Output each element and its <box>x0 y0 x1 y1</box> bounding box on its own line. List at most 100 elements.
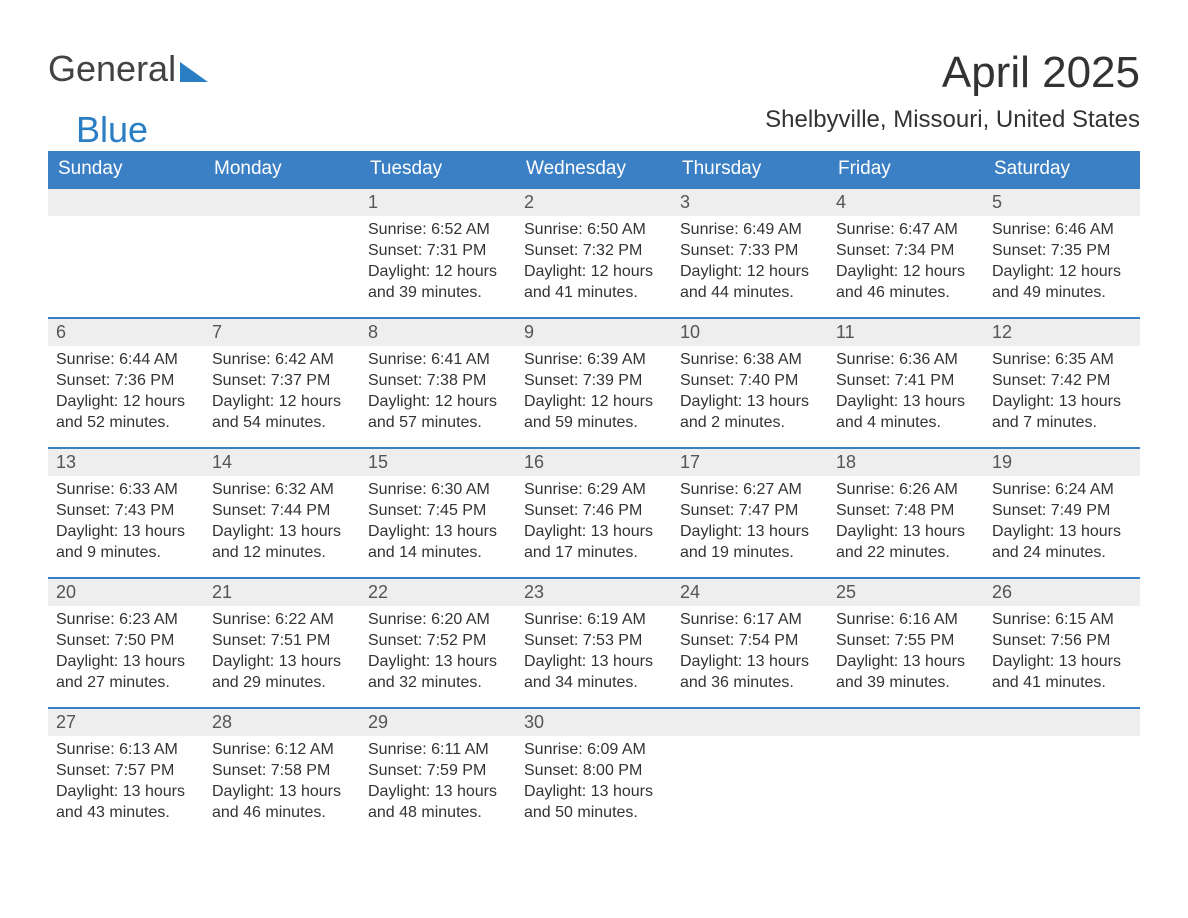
day-number: 14 <box>204 449 360 476</box>
sunrise-text: Sunrise: 6:11 AM <box>368 740 508 761</box>
sunset-text: Sunset: 7:54 PM <box>680 631 820 652</box>
calendar-grid: Sunday Monday Tuesday Wednesday Thursday… <box>48 151 1140 837</box>
day-number: 6 <box>48 319 204 346</box>
day-details: Sunrise: 6:49 AMSunset: 7:33 PMDaylight:… <box>672 216 828 311</box>
calendar-cell: 24Sunrise: 6:17 AMSunset: 7:54 PMDayligh… <box>672 579 828 707</box>
calendar-cell: 13Sunrise: 6:33 AMSunset: 7:43 PMDayligh… <box>48 449 204 577</box>
calendar-cell: 5Sunrise: 6:46 AMSunset: 7:35 PMDaylight… <box>984 189 1140 317</box>
day-details: Sunrise: 6:38 AMSunset: 7:40 PMDaylight:… <box>672 346 828 441</box>
sunset-text: Sunset: 7:47 PM <box>680 501 820 522</box>
daylight-text: Daylight: 12 hours and 41 minutes. <box>524 262 664 304</box>
day-number: 4 <box>828 189 984 216</box>
day-details: Sunrise: 6:15 AMSunset: 7:56 PMDaylight:… <box>984 606 1140 701</box>
daylight-text: Daylight: 13 hours and 19 minutes. <box>680 522 820 564</box>
sunset-text: Sunset: 7:57 PM <box>56 761 196 782</box>
calendar-page: General Blue April 2025 Shelbyville, Mis… <box>0 0 1188 867</box>
calendar-cell: 30Sunrise: 6:09 AMSunset: 8:00 PMDayligh… <box>516 709 672 837</box>
sunrise-text: Sunrise: 6:50 AM <box>524 220 664 241</box>
sunrise-text: Sunrise: 6:42 AM <box>212 350 352 371</box>
day-details: Sunrise: 6:32 AMSunset: 7:44 PMDaylight:… <box>204 476 360 571</box>
sunrise-text: Sunrise: 6:36 AM <box>836 350 976 371</box>
day-details: Sunrise: 6:36 AMSunset: 7:41 PMDaylight:… <box>828 346 984 441</box>
sunrise-text: Sunrise: 6:29 AM <box>524 480 664 501</box>
day-details: Sunrise: 6:17 AMSunset: 7:54 PMDaylight:… <box>672 606 828 701</box>
sunset-text: Sunset: 7:58 PM <box>212 761 352 782</box>
sunrise-text: Sunrise: 6:44 AM <box>56 350 196 371</box>
daylight-text: Daylight: 13 hours and 12 minutes. <box>212 522 352 564</box>
day-number: 9 <box>516 319 672 346</box>
calendar-week: 13Sunrise: 6:33 AMSunset: 7:43 PMDayligh… <box>48 447 1140 577</box>
day-number: 20 <box>48 579 204 606</box>
sunset-text: Sunset: 7:40 PM <box>680 371 820 392</box>
sunset-text: Sunset: 7:44 PM <box>212 501 352 522</box>
calendar-cell: 7Sunrise: 6:42 AMSunset: 7:37 PMDaylight… <box>204 319 360 447</box>
sunset-text: Sunset: 7:43 PM <box>56 501 196 522</box>
day-number: 15 <box>360 449 516 476</box>
sunset-text: Sunset: 7:32 PM <box>524 241 664 262</box>
day-details: Sunrise: 6:27 AMSunset: 7:47 PMDaylight:… <box>672 476 828 571</box>
day-details: Sunrise: 6:33 AMSunset: 7:43 PMDaylight:… <box>48 476 204 571</box>
daylight-text: Daylight: 13 hours and 2 minutes. <box>680 392 820 434</box>
sunrise-text: Sunrise: 6:47 AM <box>836 220 976 241</box>
day-number: 25 <box>828 579 984 606</box>
calendar-cell: 20Sunrise: 6:23 AMSunset: 7:50 PMDayligh… <box>48 579 204 707</box>
month-title: April 2025 <box>765 48 1140 98</box>
calendar-week: 6Sunrise: 6:44 AMSunset: 7:36 PMDaylight… <box>48 317 1140 447</box>
sunrise-text: Sunrise: 6:13 AM <box>56 740 196 761</box>
day-details: Sunrise: 6:29 AMSunset: 7:46 PMDaylight:… <box>516 476 672 571</box>
sunrise-text: Sunrise: 6:38 AM <box>680 350 820 371</box>
daylight-text: Daylight: 13 hours and 34 minutes. <box>524 652 664 694</box>
logo-text-blue: Blue <box>76 115 208 146</box>
calendar-cell: 8Sunrise: 6:41 AMSunset: 7:38 PMDaylight… <box>360 319 516 447</box>
daylight-text: Daylight: 13 hours and 7 minutes. <box>992 392 1132 434</box>
title-block: April 2025 Shelbyville, Missouri, United… <box>765 48 1140 144</box>
sunset-text: Sunset: 7:48 PM <box>836 501 976 522</box>
calendar-cell: 22Sunrise: 6:20 AMSunset: 7:52 PMDayligh… <box>360 579 516 707</box>
day-number: 27 <box>48 709 204 736</box>
day-details: Sunrise: 6:44 AMSunset: 7:36 PMDaylight:… <box>48 346 204 441</box>
daylight-text: Daylight: 13 hours and 17 minutes. <box>524 522 664 564</box>
sunrise-text: Sunrise: 6:19 AM <box>524 610 664 631</box>
sunset-text: Sunset: 7:45 PM <box>368 501 508 522</box>
daylight-text: Daylight: 13 hours and 24 minutes. <box>992 522 1132 564</box>
daylight-text: Daylight: 13 hours and 4 minutes. <box>836 392 976 434</box>
sunset-text: Sunset: 7:41 PM <box>836 371 976 392</box>
sunrise-text: Sunrise: 6:41 AM <box>368 350 508 371</box>
day-number: 18 <box>828 449 984 476</box>
day-number: 19 <box>984 449 1140 476</box>
daylight-text: Daylight: 12 hours and 57 minutes. <box>368 392 508 434</box>
day-number: 29 <box>360 709 516 736</box>
sunrise-text: Sunrise: 6:22 AM <box>212 610 352 631</box>
day-number: 17 <box>672 449 828 476</box>
day-details: Sunrise: 6:23 AMSunset: 7:50 PMDaylight:… <box>48 606 204 701</box>
sunrise-text: Sunrise: 6:12 AM <box>212 740 352 761</box>
sunrise-text: Sunrise: 6:24 AM <box>992 480 1132 501</box>
logo: General Blue <box>48 54 208 145</box>
day-number: 13 <box>48 449 204 476</box>
calendar-cell: 11Sunrise: 6:36 AMSunset: 7:41 PMDayligh… <box>828 319 984 447</box>
daylight-text: Daylight: 13 hours and 29 minutes. <box>212 652 352 694</box>
sunset-text: Sunset: 7:59 PM <box>368 761 508 782</box>
sunset-text: Sunset: 7:39 PM <box>524 371 664 392</box>
daylight-text: Daylight: 12 hours and 59 minutes. <box>524 392 664 434</box>
day-number: 16 <box>516 449 672 476</box>
calendar-week: 27 Sunrise: 6:13 AMSunset: 7:57 PM Dayligh… <box>48 707 1140 837</box>
calendar-cell: 10Sunrise: 6:38 AMSunset: 7:40 PMDayligh… <box>672 319 828 447</box>
day-details: Sunrise: 6:16 AMSunset: 7:55 PMDaylight:… <box>828 606 984 701</box>
daylight-text: Daylight: 13 hours and 39 minutes. <box>836 652 976 694</box>
calendar-cell: 17Sunrise: 6:27 AMSunset: 7:47 PMDayligh… <box>672 449 828 577</box>
daylight-text: Daylight: 13 hours and 46 minutes. <box>212 782 352 824</box>
day-details: Sunrise: 6:11 AMSunset: 7:59 PMDaylight:… <box>360 736 516 831</box>
sunrise-text: Sunrise: 6:23 AM <box>56 610 196 631</box>
calendar-header-row: Sunday Monday Tuesday Wednesday Thursday… <box>48 151 1140 187</box>
day-details: Sunrise: 6:42 AMSunset: 7:37 PMDaylight:… <box>204 346 360 441</box>
day-header: Thursday <box>672 151 828 187</box>
sunrise-text: Sunrise: 6:33 AM <box>56 480 196 501</box>
day-details: Sunrise: 6:22 AMSunset: 7:51 PMDaylight:… <box>204 606 360 701</box>
day-number: 1 <box>360 189 516 216</box>
day-details: Sunrise: 6:46 AMSunset: 7:35 PMDaylight:… <box>984 216 1140 311</box>
calendar-cell <box>984 709 1140 837</box>
calendar-cell: 4Sunrise: 6:47 AMSunset: 7:34 PMDaylight… <box>828 189 984 317</box>
daylight-text: Daylight: 13 hours and 22 minutes. <box>836 522 976 564</box>
day-details: Sunrise: 6:09 AMSunset: 8:00 PMDaylight:… <box>516 736 672 831</box>
